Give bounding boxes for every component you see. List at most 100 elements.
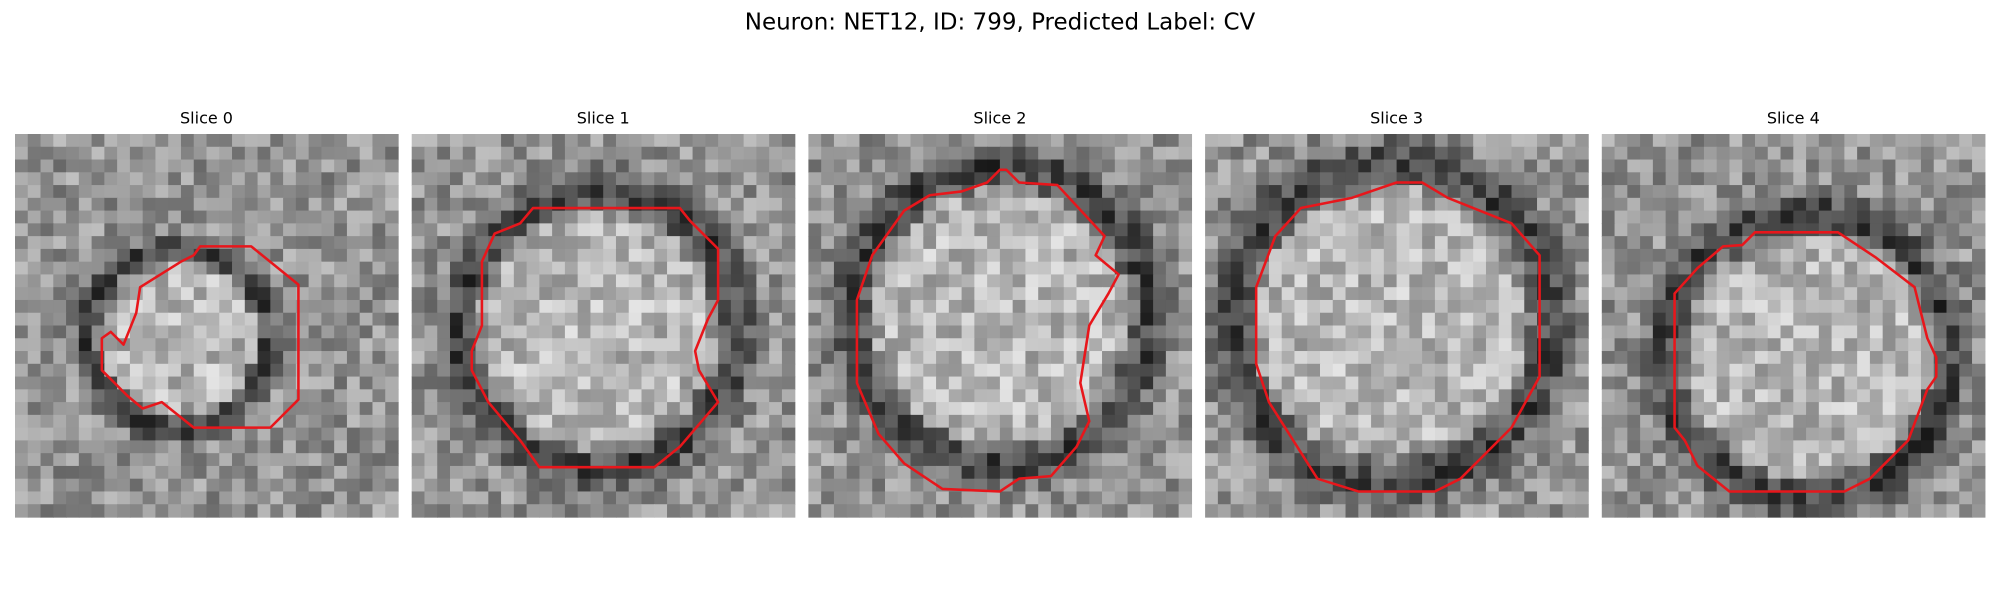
pixel [1946,223,1960,237]
pixel [53,172,67,186]
pixel [1742,236,1756,250]
pixel [1665,210,1680,225]
pixel [1946,248,1960,263]
pixel [1422,427,1436,442]
pixel [1665,134,1680,148]
pixel [1652,465,1667,480]
pixel [1933,402,1948,416]
pixel [501,389,515,403]
pixel [859,351,873,365]
pixel [1678,159,1692,173]
pixel [564,261,579,276]
pixel [1485,351,1500,365]
pixel [1511,172,1525,186]
pixel [730,172,745,186]
pixel [603,210,617,225]
pixel [1127,248,1141,263]
pixel [743,287,758,301]
pixel [999,197,1014,212]
pixel [334,376,348,390]
pixel [641,376,655,390]
pixel [1485,465,1500,480]
pixel [1396,351,1411,365]
pixel [1691,197,1705,212]
pixel [1243,146,1257,161]
pixel [1818,185,1833,199]
pixel [1908,338,1922,352]
pixel [961,287,976,301]
pixel [1806,146,1820,161]
pixel [692,440,706,454]
pixel [1038,287,1052,301]
pixel [1831,465,1846,480]
pixel [1307,414,1321,429]
pixel [1972,465,1986,480]
pixel [628,351,643,365]
pixel [411,159,426,173]
pixel [1767,351,1782,365]
pixel [1601,299,1616,314]
pixel [168,414,182,429]
pixel [679,312,694,327]
pixel [1844,197,1858,212]
pixel [1742,312,1756,327]
pixel [910,312,924,327]
pixel [936,376,950,390]
pixel [346,210,361,225]
pixel [142,261,157,276]
pixel [1012,274,1027,288]
pixel [1806,414,1820,429]
pixel [193,274,208,288]
pixel [346,159,361,173]
pixel [1793,299,1807,314]
pixel [78,440,93,454]
pixel [1933,338,1948,352]
pixel [590,185,604,199]
pixel [961,159,976,173]
pixel [1627,236,1641,250]
pixel [308,223,323,237]
pixel [1959,236,1973,250]
pixel [1217,504,1232,518]
pixel [180,287,195,301]
pixel [193,325,208,339]
pixel [142,478,157,493]
pixel [1959,248,1973,263]
pixel [808,338,822,352]
pixel [1460,236,1474,250]
pixel [1345,376,1359,390]
pixel [232,351,246,365]
pixel [488,465,502,480]
pixel [679,351,694,365]
pixel [1102,248,1116,263]
pixel [1575,465,1589,480]
pixel [168,185,182,199]
pixel [1230,427,1245,442]
pixel [257,236,271,250]
pixel [987,389,1001,403]
pixel [1627,427,1641,442]
pixel [1409,248,1423,263]
pixel [346,287,361,301]
pixel [1473,274,1487,288]
pixel [1614,465,1628,480]
pixel [1256,402,1270,416]
pixel [1767,197,1782,212]
pixel [1716,325,1731,339]
pixel [897,299,912,314]
pixel [1678,261,1692,276]
pixel [372,287,386,301]
pixel [1050,274,1065,288]
pixel [40,325,54,339]
pixel [1601,351,1616,365]
pixel [679,453,694,467]
pixel [1818,287,1833,301]
pixel [987,465,1001,480]
pixel [1025,159,1039,173]
pixel [1498,414,1513,429]
pixel [1678,325,1692,339]
roi-contour [1254,181,1541,493]
pixel [334,210,348,225]
pixel [1165,389,1180,403]
pixel [1716,491,1731,505]
